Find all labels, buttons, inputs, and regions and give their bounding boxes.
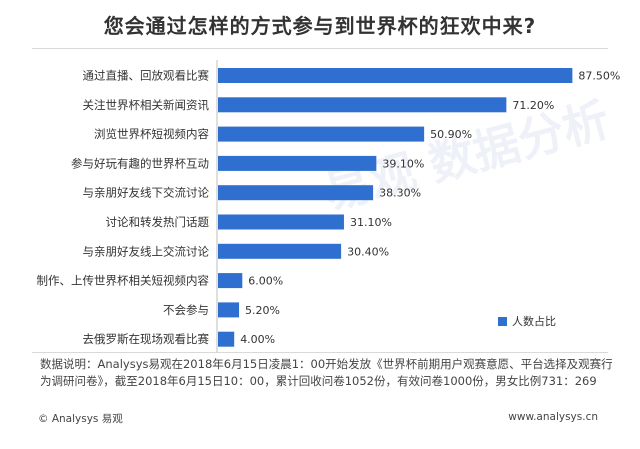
data-label: 71.20% (512, 99, 554, 112)
category-label: 通过直播、回放观看比赛 (83, 69, 210, 83)
data-label: 5.20% (245, 304, 280, 317)
category-label: 参与好玩有趣的世界杯互动 (71, 156, 209, 170)
data-label: 50.90% (430, 128, 472, 141)
data-note: 数据说明：Analysys易观在2018年6月15日凌晨1：00开始发放《世界杯… (40, 357, 613, 388)
category-label: 浏览世界杯短视频内容 (94, 127, 209, 141)
legend: 人数占比 (498, 313, 556, 329)
category-label: 关注世界杯相关新闻资讯 (83, 98, 210, 112)
legend-label: 人数占比 (512, 315, 556, 328)
category-label: 讨论和转发热门话题 (106, 215, 210, 229)
bar (218, 243, 342, 259)
bar (218, 126, 425, 142)
data-label: 30.40% (347, 245, 389, 258)
bar-chart: 通过直播、回放观看比赛 87.50% 关注世界杯相关新闻资讯 71.20% 浏览世界杯短… (37, 60, 620, 352)
category-label: 制作、上传世界杯相关短视频内容 (37, 274, 210, 288)
bar (218, 185, 374, 201)
note-divider (32, 352, 608, 353)
data-label: 87.50% (578, 70, 620, 83)
bar (218, 273, 243, 289)
footer-copyright: © Analysys 易观 (38, 413, 123, 425)
title-divider (32, 48, 608, 49)
bar (218, 214, 344, 230)
category-label: 与亲朋好友线上交流讨论 (83, 244, 210, 258)
data-label: 39.10% (382, 157, 424, 170)
bar (218, 331, 235, 347)
category-label: 不会参与 (163, 303, 209, 317)
chart-title: 您会通过怎样的方式参与到世界杯的狂欢中来? (103, 14, 537, 38)
data-label: 4.00% (240, 333, 275, 346)
category-label: 与亲朋好友线下交流讨论 (83, 186, 210, 200)
data-label: 6.00% (248, 275, 283, 288)
data-label: 38.30% (379, 187, 421, 200)
footer-website: www.analysys.cn (508, 411, 598, 423)
bar (218, 97, 507, 113)
legend-swatch (498, 316, 507, 326)
category-label: 去俄罗斯在现场观看比赛 (83, 332, 210, 346)
bar (218, 155, 377, 171)
data-label: 31.10% (350, 216, 392, 229)
bar (218, 68, 573, 83)
bar (218, 302, 240, 318)
